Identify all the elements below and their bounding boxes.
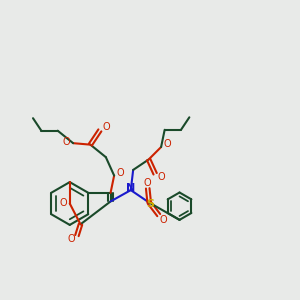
Text: O: O [163, 139, 171, 149]
Text: O: O [160, 214, 167, 224]
Text: S: S [146, 199, 154, 209]
Text: O: O [59, 199, 67, 208]
Text: O: O [144, 178, 152, 188]
Text: O: O [68, 234, 75, 244]
Text: O: O [102, 122, 110, 132]
Text: O: O [63, 137, 70, 147]
Text: O: O [116, 168, 124, 178]
Text: N: N [126, 183, 135, 193]
Text: O: O [157, 172, 165, 182]
